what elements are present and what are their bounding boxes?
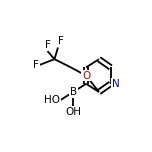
Text: OH: OH <box>65 107 81 117</box>
Text: O: O <box>82 71 90 81</box>
Text: F: F <box>58 36 64 46</box>
Text: B: B <box>70 87 77 97</box>
Text: N: N <box>112 79 120 89</box>
Text: F: F <box>45 40 50 50</box>
Text: HO: HO <box>44 95 60 105</box>
Text: F: F <box>33 60 39 70</box>
